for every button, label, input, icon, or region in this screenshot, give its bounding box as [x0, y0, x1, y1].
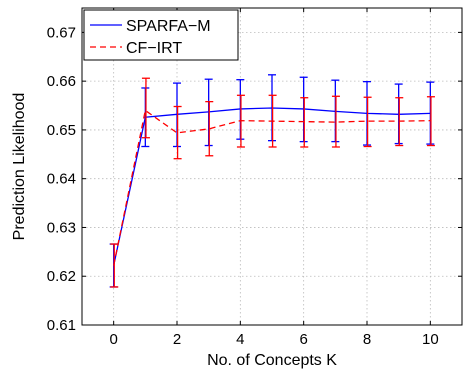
- axis-ticks: 0 2 4 6 8 10 0.61 0.62 0.63 0.64 0.65 0.66 0.67: [47, 8, 462, 348]
- x-tick-label: 2: [173, 331, 181, 348]
- x-tick-label: 6: [299, 331, 307, 348]
- x-axis-label: No. of Concepts K: [207, 352, 337, 369]
- y-tick-label: 0.67: [47, 24, 76, 41]
- x-tick-label: 4: [236, 331, 244, 348]
- series-layer: [109, 74, 435, 288]
- legend-label-sparfa-m: SPARFA−M: [126, 18, 211, 35]
- y-axis-label: Prediction Likelihood: [11, 93, 28, 241]
- y-tick-label: 0.65: [47, 122, 76, 139]
- legend: SPARFA−M CF−IRT: [83, 9, 239, 61]
- legend-label-cf-irt: CF−IRT: [126, 40, 182, 57]
- error-bar-cf-irt: [426, 96, 435, 147]
- plot-frame: [81, 7, 463, 326]
- error-bar-cf-irt: [173, 105, 182, 160]
- error-bar-cf-irt: [268, 94, 277, 148]
- y-tick-label: 0.64: [47, 171, 76, 188]
- x-tick-label: 0: [109, 331, 117, 348]
- error-bar-cf-irt: [236, 94, 245, 148]
- y-tick-label: 0.63: [47, 219, 76, 236]
- error-bar-cf-irt: [110, 243, 119, 288]
- y-tick-label: 0.62: [47, 268, 76, 285]
- y-tick-label: 0.61: [47, 317, 76, 334]
- error-bar-cf-irt: [141, 77, 150, 139]
- x-tick-label: 8: [363, 331, 371, 348]
- error-bar-cf-irt: [300, 97, 309, 148]
- error-bar-cf-irt: [363, 96, 372, 148]
- error-bar-cf-irt: [395, 97, 404, 147]
- x-tick-label: 10: [422, 331, 439, 348]
- error-bar-cf-irt: [205, 100, 214, 157]
- y-tick-label: 0.66: [47, 73, 76, 90]
- legend-box: [83, 9, 239, 61]
- series-cf-irt: [110, 77, 435, 288]
- error-bar-cf-irt: [331, 95, 340, 148]
